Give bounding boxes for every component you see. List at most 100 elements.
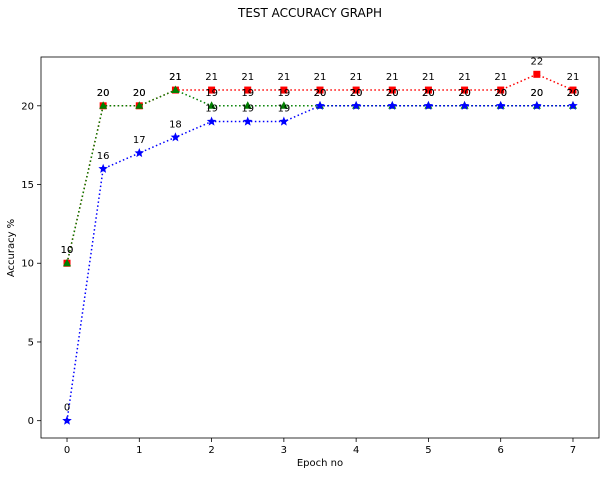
data-label: 20 [530, 88, 543, 99]
series-point [387, 100, 398, 110]
data-label: 0 [64, 403, 70, 414]
data-label: 20 [350, 88, 363, 99]
data-label: 19 [241, 104, 254, 115]
data-label: 20 [314, 88, 327, 99]
y-tick-label: 10 [21, 259, 34, 270]
data-label: 20 [97, 88, 110, 99]
data-label: 20 [458, 88, 471, 99]
data-label: 10 [61, 245, 74, 256]
series-point [351, 100, 361, 110]
plot-area: 0 1 2 3 4 5 6 7 0 5 10 15 20 10 20 20 21 21 21 21 21 21 21 21 21… [21, 56, 600, 456]
series-point [242, 116, 253, 126]
data-label: 20 [386, 88, 399, 99]
series-point [63, 258, 72, 267]
data-label: 20 [133, 88, 146, 99]
series-point [243, 101, 252, 109]
data-label: 21 [205, 72, 218, 83]
data-label: 21 [350, 72, 363, 83]
series-point [244, 86, 252, 94]
series-point [207, 101, 216, 109]
data-label: 21 [386, 72, 399, 83]
data-label: 21 [169, 72, 182, 83]
y-tick-label: 20 [21, 101, 34, 112]
data-label: 18 [169, 119, 182, 130]
data-label: 10 [61, 245, 74, 256]
series-point [352, 86, 360, 94]
x-tick-label: 0 [64, 445, 70, 456]
data-label: 20 [567, 88, 580, 99]
data-label: 19 [205, 104, 218, 115]
data-label: 19 [241, 88, 254, 99]
series-point [533, 70, 541, 78]
series-point [568, 100, 578, 110]
data-label: 20 [494, 88, 507, 99]
series-point [315, 100, 325, 110]
series-point [206, 116, 217, 126]
x-tick-label: 6 [498, 445, 504, 456]
data-label: 20 [386, 88, 399, 99]
data-label: 19 [277, 88, 290, 99]
data-label: 21 [169, 72, 182, 83]
series-point [569, 86, 577, 94]
x-axis-label: Epoch no [297, 458, 343, 469]
data-label: 22 [530, 56, 543, 67]
series-line [66, 105, 573, 421]
x-tick-label: 4 [353, 445, 359, 456]
data-label: 21 [241, 72, 254, 83]
series-point [134, 148, 145, 158]
data-label: 19 [205, 88, 218, 99]
series-point [62, 415, 72, 425]
series-point [316, 86, 324, 94]
series-line [66, 89, 573, 264]
x-tick-label: 2 [208, 445, 214, 456]
series-point [495, 100, 506, 110]
x-tick-label: 7 [570, 445, 576, 456]
x-tick-label: 1 [136, 445, 142, 456]
data-label: 16 [97, 151, 110, 162]
data-label: 21 [422, 72, 435, 83]
y-tick-label: 15 [21, 180, 34, 191]
y-tick-label: 0 [28, 416, 34, 427]
y-tick-label: 5 [28, 337, 34, 348]
series-point [135, 101, 144, 109]
series-point [532, 100, 542, 110]
data-label: 20 [530, 88, 543, 99]
series-point [424, 86, 432, 94]
data-label: 20 [494, 88, 507, 99]
chart-title: TEST ACCURACY GRAPH [237, 6, 382, 20]
series-point [170, 132, 181, 142]
data-label: 20 [97, 88, 110, 99]
x-tick-label: 5 [425, 445, 431, 456]
series-point [99, 101, 108, 109]
y-axis-label: Accuracy % [6, 219, 17, 277]
data-label: 21 [494, 72, 507, 83]
series-point [98, 163, 108, 173]
plot-frame [40, 56, 600, 439]
data-label: 21 [314, 72, 327, 83]
series-point [208, 86, 216, 94]
series-point [279, 116, 289, 126]
series-point [423, 100, 434, 110]
data-label: 21 [567, 72, 580, 83]
data-label: 20 [422, 88, 435, 99]
data-label: 19 [277, 104, 290, 115]
data-label: 17 [133, 135, 146, 146]
data-label: 21 [458, 72, 471, 83]
data-label: 20 [350, 88, 363, 99]
series-point [497, 86, 505, 94]
data-label: 21 [277, 72, 290, 83]
data-label: 20 [314, 88, 327, 99]
series-point [459, 100, 470, 110]
series-point [279, 101, 288, 109]
data-label: 20 [133, 88, 146, 99]
data-label: 20 [567, 88, 580, 99]
x-tick-label: 3 [281, 445, 287, 456]
series-point [280, 86, 288, 94]
data-label: 20 [422, 88, 435, 99]
series-point [388, 86, 396, 94]
data-label: 20 [458, 88, 471, 99]
series-point [461, 86, 469, 94]
series-point [171, 85, 180, 94]
